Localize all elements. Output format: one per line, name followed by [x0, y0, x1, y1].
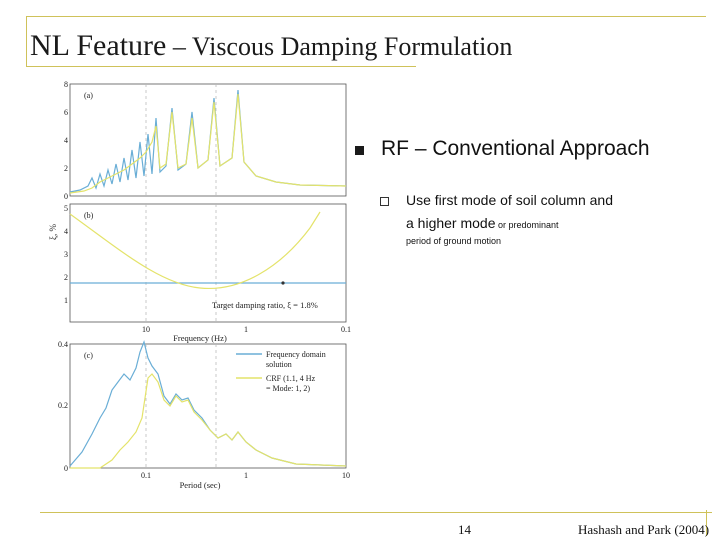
legend-label-frequency-domain-1: Frequency domain	[266, 350, 326, 359]
panel-a-y-ticks: 8 6 4 2 0	[64, 80, 68, 201]
panel-a-y-tick: 4	[64, 136, 68, 145]
legend-label-frequency-domain-2: solution	[266, 360, 292, 369]
panel-c-x-label: Period (sec)	[180, 480, 221, 490]
panel-b-y-tick: 5	[64, 204, 68, 213]
sub-bullet-line-2: a higher mode or predominant	[406, 215, 559, 233]
panel-b-annotation: Target damping ratio, ξ = 1.8%	[212, 300, 318, 310]
title-main: NL Feature	[30, 29, 167, 62]
panel-a: 8 6 4 2 0 (a)	[64, 80, 347, 201]
main-bullet-marker	[355, 146, 364, 155]
damping-figure: 8 6 4 2 0 (a) 5 4 3 2 1 ξ, % (b) Target …	[48, 80, 351, 490]
panel-c-y-tick: 0.2	[58, 401, 68, 410]
citation: Hashash and Park (2004)	[578, 522, 710, 537]
right-accent-line	[706, 510, 707, 536]
sub-bullet-line-3: period of ground motion	[406, 236, 502, 246]
panel-a-y-tick: 6	[64, 108, 68, 117]
panel-b-label: (b)	[84, 211, 94, 220]
panel-a-y-tick: 0	[64, 192, 68, 201]
panel-b-x-tick: 1	[244, 325, 248, 334]
panel-c-y-tick: 0.4	[58, 340, 68, 349]
panel-c-frame	[69, 343, 347, 469]
panel-c-x-tick: 10	[342, 471, 350, 480]
panel-b-y-tick: 1	[64, 296, 68, 305]
panel-c-x-tick: 0.1	[141, 471, 151, 480]
panel-b: 5 4 3 2 1 ξ, % (b) Target damping ratio,…	[48, 203, 351, 343]
panel-c-legend: Frequency domain solution CRF (1.1, 4 Hz…	[236, 350, 326, 393]
sub-bullet-marker	[380, 197, 389, 206]
panel-b-x-tick: 10	[142, 325, 150, 334]
panel-b-x-label: Frequency (Hz)	[173, 333, 227, 343]
panel-b-y-tick: 3	[64, 250, 68, 259]
title-underline	[26, 66, 416, 67]
panel-b-frame	[69, 203, 347, 323]
sub-bullet-line-2-main: a higher mode	[406, 215, 496, 231]
panel-b-y-ticks: 5 4 3 2 1	[64, 204, 68, 305]
panel-c-x-tick: 1	[244, 471, 248, 480]
panel-c-frequency-domain-series	[69, 340, 347, 467]
main-bullet-text: RF – Conventional Approach	[381, 137, 650, 160]
title-dash: –	[166, 32, 192, 61]
sub-bullet-line-1: Use first mode of soil column and	[406, 192, 613, 208]
panel-a-frame	[69, 83, 347, 197]
panel-b-marker	[281, 281, 285, 285]
panel-b-y-tick: 4	[64, 227, 68, 236]
panel-b-y-tick: 2	[64, 273, 68, 282]
panel-b-x-ticks: 10 1 0.1	[142, 325, 351, 334]
panel-a-label: (a)	[84, 91, 93, 100]
title-subtitle: Viscous Damping Formulation	[191, 32, 513, 61]
panel-c-x-ticks: 0.1 1 10	[141, 471, 350, 480]
panel-c: 0.4 0.2 0 (c) Frequency domain solution …	[58, 340, 350, 490]
bottom-accent-line	[40, 512, 712, 513]
legend-label-crf-1: CRF (1.1, 4 Hz	[266, 374, 316, 383]
panel-a-y-tick: 8	[64, 80, 68, 89]
panel-c-label: (c)	[84, 351, 93, 360]
sub-bullet-line-2-small: or predominant	[495, 220, 559, 230]
panel-c-y-tick: 0	[64, 464, 68, 473]
left-accent-line	[26, 16, 27, 66]
panel-b-y-axis-label: ξ, %	[48, 223, 58, 240]
legend-label-crf-2: = Mode: 1, 2)	[266, 384, 310, 393]
panel-a-crf-series	[69, 93, 347, 194]
slide-title: NL Feature – Viscous Damping Formulation	[30, 26, 512, 63]
top-accent-line	[26, 16, 706, 17]
panel-b-x-tick: 0.1	[341, 325, 351, 334]
panel-b-crf-damping-curve	[69, 211, 321, 290]
panel-c-crf-series	[70, 373, 347, 469]
page-number: 14	[458, 522, 471, 537]
panel-c-y-ticks: 0.4 0.2 0	[58, 340, 68, 473]
panel-a-y-tick: 2	[64, 164, 68, 173]
